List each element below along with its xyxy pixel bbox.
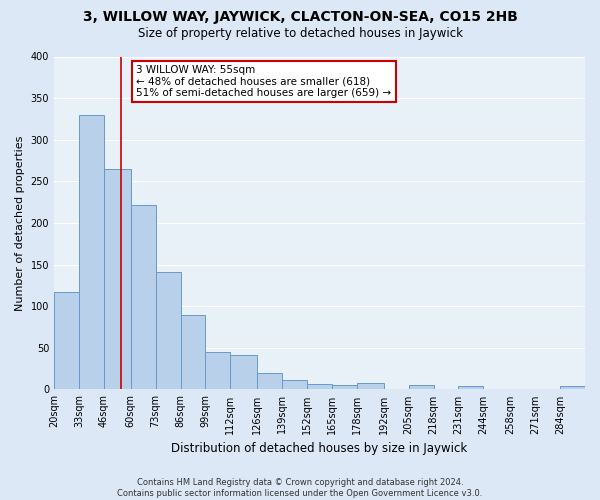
Y-axis label: Number of detached properties: Number of detached properties (15, 136, 25, 310)
Bar (79, 115, 104, 390)
Bar (560, 386, 585, 390)
Text: 3, WILLOW WAY, JAYWICK, CLACTON-ON-SEA, CO15 2HB: 3, WILLOW WAY, JAYWICK, CLACTON-ON-SEA, … (83, 10, 517, 24)
Bar (282, 380, 307, 390)
Bar (54, 292, 79, 390)
Bar (131, 206, 155, 390)
Bar (384, 388, 409, 390)
Bar (155, 272, 181, 390)
Bar (332, 386, 357, 390)
Text: Contains HM Land Registry data © Crown copyright and database right 2024.
Contai: Contains HM Land Registry data © Crown c… (118, 478, 482, 498)
Bar (104, 169, 131, 390)
Bar (307, 384, 332, 390)
Bar (205, 352, 230, 390)
Bar (257, 373, 282, 390)
Text: Size of property relative to detached houses in Jaywick: Size of property relative to detached ho… (137, 28, 463, 40)
Bar (434, 388, 458, 390)
Bar (409, 386, 434, 390)
Bar (230, 356, 257, 390)
Bar (357, 383, 384, 390)
X-axis label: Distribution of detached houses by size in Jaywick: Distribution of detached houses by size … (172, 442, 467, 455)
Bar (181, 314, 205, 390)
Text: 3 WILLOW WAY: 55sqm
← 48% of detached houses are smaller (618)
51% of semi-detac: 3 WILLOW WAY: 55sqm ← 48% of detached ho… (136, 65, 391, 98)
Bar (458, 386, 484, 390)
